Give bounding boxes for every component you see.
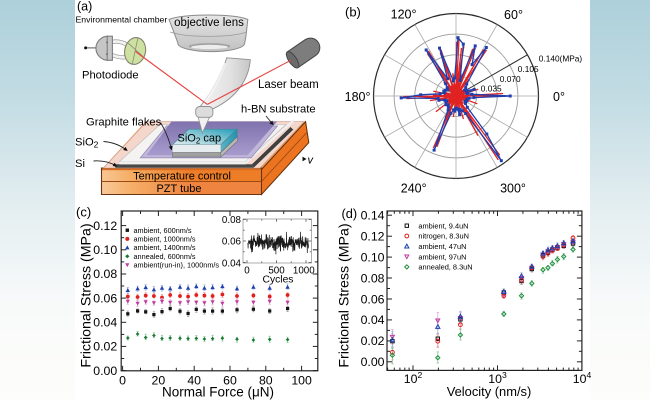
svg-text:240°: 240°	[401, 182, 427, 196]
svg-text:1000: 1000	[293, 265, 315, 276]
svg-text:0.035: 0.035	[481, 84, 502, 94]
svg-text:104: 104	[573, 370, 592, 386]
svg-text:300°: 300°	[500, 182, 526, 196]
svg-text:80: 80	[259, 374, 273, 388]
svg-text:0.00: 0.00	[93, 364, 117, 378]
svg-text:Si: Si	[75, 158, 85, 170]
svg-text:0.105: 0.105	[518, 64, 539, 74]
svg-text:Cycles: Cycles	[263, 275, 294, 286]
svg-text:500: 500	[268, 265, 285, 276]
svg-text:v: v	[308, 155, 315, 167]
svg-text:0.12: 0.12	[93, 219, 117, 233]
svg-text:0.04: 0.04	[361, 313, 385, 327]
svg-text:0.10: 0.10	[361, 250, 385, 264]
svg-text:objective lens: objective lens	[174, 17, 244, 29]
svg-text:0.02: 0.02	[93, 340, 117, 354]
svg-text:Frictional Stress (MPa): Frictional Stress (MPa)	[79, 223, 95, 367]
svg-text:PZT tube: PZT tube	[156, 183, 201, 195]
svg-text:h-BN substrate: h-BN substrate	[241, 104, 316, 116]
svg-text:0.140(MPa): 0.140(MPa)	[539, 53, 583, 63]
svg-text:(b): (b)	[345, 5, 361, 20]
svg-text:0.06: 0.06	[222, 236, 242, 247]
svg-text:0.12: 0.12	[361, 230, 385, 244]
svg-text:(c): (c)	[76, 205, 91, 220]
svg-text:annealed, 8.3uN: annealed, 8.3uN	[418, 263, 472, 272]
svg-text:0.08: 0.08	[222, 215, 242, 226]
svg-text:0.04: 0.04	[93, 316, 117, 330]
svg-text:0: 0	[119, 374, 126, 388]
svg-text:60: 60	[223, 374, 237, 388]
svg-text:Graphite flakes: Graphite flakes	[86, 117, 162, 129]
svg-text:ambient, 9.4uN: ambient, 9.4uN	[418, 221, 468, 230]
svg-text:0.02: 0.02	[361, 334, 385, 348]
svg-text:20: 20	[152, 374, 166, 388]
svg-text:0.04: 0.04	[222, 259, 242, 270]
svg-text:Environmental chamber: Environmental chamber	[76, 14, 168, 24]
svg-text:40: 40	[187, 374, 201, 388]
svg-text:0.06: 0.06	[361, 292, 385, 306]
svg-text:ambient(run-in), 1000nm/s: ambient(run-in), 1000nm/s	[134, 261, 220, 270]
svg-text:0.070: 0.070	[500, 74, 521, 84]
svg-text:120°: 120°	[391, 8, 417, 22]
svg-text:0.08: 0.08	[361, 271, 385, 285]
svg-text:Laser beam: Laser beam	[258, 79, 319, 91]
svg-text:180°: 180°	[345, 90, 371, 104]
svg-text:ambient, 47uN: ambient, 47uN	[418, 242, 466, 251]
svg-text:(d): (d)	[342, 206, 358, 221]
svg-text:100: 100	[291, 374, 312, 388]
svg-text:(a): (a)	[77, 0, 92, 14]
svg-text:Normal Force (μN): Normal Force (μN)	[162, 385, 274, 400]
svg-text:SiO2 cap: SiO2 cap	[178, 132, 222, 145]
svg-text:Frictional Stress (MPa): Frictional Stress (MPa)	[337, 223, 353, 367]
svg-text:0.08: 0.08	[93, 267, 117, 281]
svg-text:annealed, 600nm/s: annealed, 600nm/s	[134, 252, 196, 261]
svg-text:Temperature control: Temperature control	[133, 171, 231, 183]
svg-text:ambient, 1400nm/s: ambient, 1400nm/s	[134, 243, 196, 252]
svg-text:Velocity (nm/s): Velocity (nm/s)	[447, 384, 532, 399]
svg-text:102: 102	[404, 370, 423, 386]
svg-text:0.00: 0.00	[361, 355, 385, 369]
svg-text:0°: 0°	[553, 90, 565, 104]
svg-text:Photodiode: Photodiode	[82, 70, 139, 82]
svg-text:60°: 60°	[504, 8, 523, 22]
svg-text:0.14: 0.14	[361, 209, 385, 223]
svg-text:ambient, 97uN: ambient, 97uN	[418, 252, 466, 261]
svg-text:ambient, 600nm/s: ambient, 600nm/s	[134, 226, 192, 235]
svg-text:SiO2: SiO2	[75, 136, 99, 149]
svg-text:0.06: 0.06	[93, 291, 117, 305]
svg-text:0: 0	[244, 265, 250, 276]
svg-text:0.10: 0.10	[93, 243, 117, 257]
svg-text:nitrogen, 8.3uN: nitrogen, 8.3uN	[418, 232, 469, 241]
svg-text:ambient, 1000nm/s: ambient, 1000nm/s	[134, 235, 196, 244]
